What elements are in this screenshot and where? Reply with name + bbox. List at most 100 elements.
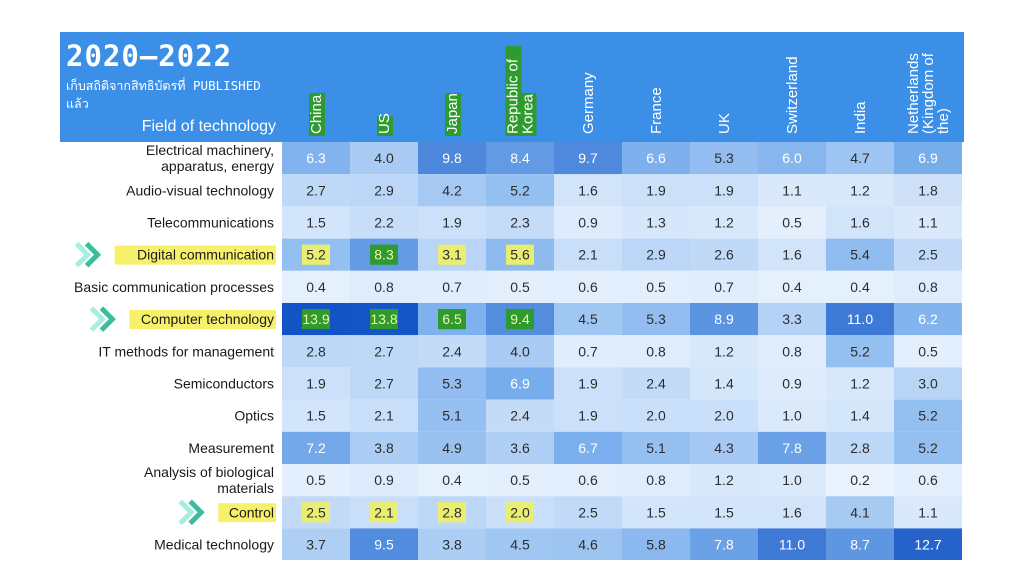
cell-value-japan: 2.8 [442,504,462,520]
cell-value-us: 9.5 [374,537,394,553]
heatmap-cell [418,367,486,400]
cell-value-japan: 3.1 [442,247,462,263]
row-label-it-methods-for-management: IT methods for management [98,343,274,359]
heatmap-cell [894,270,962,303]
chevron-right-icon [89,306,106,332]
column-label-text: UK [716,113,733,134]
cell-value-us: 0.8 [374,279,394,295]
heatmap-cell [554,270,622,303]
cell-value-japan: 1.9 [442,215,462,231]
value-highlight [438,502,466,523]
column-label-text: Korea [520,93,537,134]
cell-value-uk: 1.5 [714,504,734,520]
heatmap-cell [894,464,962,497]
column-label-text: US [376,113,393,134]
cell-value-france: 0.8 [646,343,666,359]
heatmap-cell [894,431,962,464]
column-label-highlight [520,93,537,136]
cell-value-switzerland: 0.4 [782,279,802,295]
heatmap-cell [894,142,962,175]
cell-value-france: 0.5 [646,279,666,295]
row-label-highlight [218,503,276,523]
heatmap-cell [554,142,622,175]
column-label-uk: UK [716,113,733,134]
heatmap-cell [690,464,758,497]
heatmap-cell [826,174,894,207]
value-highlight [370,244,398,265]
cell-value-switzerland: 0.5 [782,215,802,231]
column-label-text: the) [935,108,952,134]
heatmap-cell [758,174,826,207]
cell-value-us: 13.8 [370,311,397,327]
cell-value-republic-of-korea: 4.0 [510,343,530,359]
heatmap-cell [554,303,622,336]
column-label-highlight [377,116,393,136]
cell-value-netherlands-kingdom-of-the: 0.6 [918,472,938,488]
cell-value-republic-of-korea: 9.4 [510,311,530,327]
heatmap-cell [826,270,894,303]
heatmap-cell [282,399,350,432]
heatmap-cell [758,431,826,464]
cell-value-switzerland: 3.3 [782,311,802,327]
row-label-text: Control [229,504,274,520]
cell-value-switzerland: 1.0 [782,472,802,488]
heatmap-cell [554,496,622,529]
heatmap-cell [418,528,486,560]
column-label-us: US [376,113,393,136]
cell-value-china: 3.7 [306,537,326,553]
row-label-highlight [114,245,276,265]
row-label-basic-communication-processes: Basic communication processes [74,279,274,295]
cell-value-france: 1.3 [646,215,666,231]
row-label-text: materials [217,480,274,496]
cell-value-switzerland: 7.8 [782,440,802,456]
cell-value-india: 1.4 [850,408,870,424]
heatmap-cell [282,335,350,368]
cell-value-republic-of-korea: 2.4 [510,408,530,424]
heatmap-cell [622,335,690,368]
cell-value-us: 2.1 [374,408,394,424]
cell-value-uk: 7.8 [714,537,734,553]
cell-value-india: 0.4 [850,279,870,295]
heatmap-row-telecommunications: 1.5 2.2 1.9 2.3 0.9 1.3 1.2 0.5 1.6 1.1 [282,206,962,239]
heatmap-cell [826,496,894,529]
heatmap-cell [282,367,350,400]
cell-value-netherlands-kingdom-of-the: 3.0 [918,376,938,392]
row-label-text: Audio-visual technology [126,182,274,198]
cell-value-netherlands-kingdom-of-the: 6.2 [918,311,938,327]
cell-value-germany: 2.1 [578,247,598,263]
row-label-text: Electrical machinery, [146,142,274,158]
heatmap-cell [690,206,758,239]
row-label-highlight [129,310,276,329]
cell-value-uk: 8.9 [714,311,734,327]
cell-value-france: 2.0 [646,408,666,424]
cell-value-germany: 0.6 [578,472,598,488]
heatmap-cell [894,399,962,432]
heatmap-row-analysis-of-biological-materials: 0.5 0.9 0.4 0.5 0.6 0.8 1.2 1.0 0.2 0.6 [282,464,962,497]
heatmap-cell [622,528,690,560]
row-label-text: Measurement [188,440,274,456]
cell-value-china: 6.3 [306,150,326,166]
row-label-text: Optics [234,408,274,424]
cell-value-india: 4.1 [850,504,870,520]
heatmap-cell [690,303,758,336]
heatmap-cell [350,399,418,432]
cell-value-france: 5.1 [646,440,666,456]
cell-value-us: 3.8 [374,440,394,456]
heatmap-cell [418,270,486,303]
heatmap-cell [486,206,554,239]
chevron-right-icon [84,241,102,268]
column-label-highlight [445,93,461,136]
cell-value-india: 5.2 [850,343,870,359]
heatmap-cell [690,142,758,175]
value-highlight [506,309,534,330]
cell-value-switzerland: 1.6 [782,247,802,263]
cell-value-india: 1.2 [850,376,870,392]
heatmap-cell [758,142,826,175]
heatmap-cell [418,142,486,175]
cell-value-us: 2.9 [374,182,394,198]
heatmap-cell [486,142,554,175]
heatmap-cell [690,335,758,368]
heatmap-cell [690,367,758,400]
cell-value-japan: 5.3 [442,376,462,392]
cell-value-germany: 4.6 [578,537,598,553]
